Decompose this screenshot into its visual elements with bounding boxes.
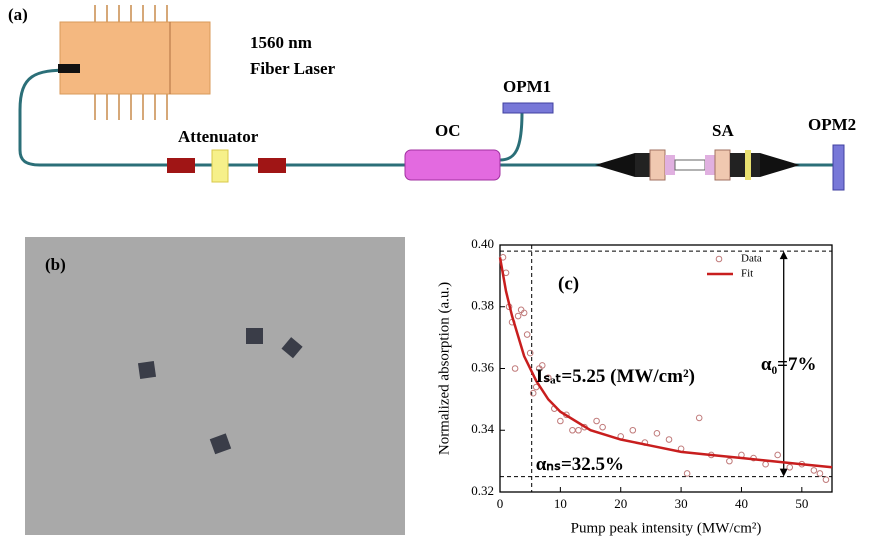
- data-point: [594, 418, 600, 424]
- y-axis-label: Normalized absorption (a.u.): [436, 282, 452, 455]
- panel-label: (b): [45, 255, 66, 274]
- x-axis-label: Pump peak intensity (MW/cm²): [571, 520, 762, 536]
- attenuator: [212, 150, 228, 182]
- data-point: [763, 461, 769, 467]
- data-point: [576, 427, 582, 433]
- coupler-label: OC: [435, 121, 461, 140]
- collimator: [258, 158, 286, 173]
- annotation: Iₛₐₜ=5.25 (MW/cm²): [536, 366, 695, 387]
- data-point: [823, 477, 829, 483]
- data-point: [817, 471, 823, 477]
- data-point: [696, 415, 702, 421]
- legend-label: Fit: [741, 268, 753, 280]
- data-point: [666, 437, 672, 443]
- data-point: [570, 427, 576, 433]
- opm-label: OPM1: [503, 77, 551, 96]
- sa-label: SA: [712, 121, 734, 140]
- attenuator-label: Attenuator: [178, 127, 259, 146]
- y-tick-label: 0.34: [471, 421, 494, 436]
- laser-label: 1560 nm: [250, 33, 312, 52]
- data-point: [524, 332, 530, 338]
- data-point: [515, 313, 521, 319]
- sa-assembly: [595, 150, 800, 180]
- laser: [58, 5, 210, 120]
- x-tick-label: 50: [795, 496, 808, 511]
- annotation: αₙₛ=32.5%: [536, 454, 624, 475]
- power-meter: [503, 103, 553, 113]
- annotation: α₀=7%: [761, 354, 817, 375]
- data-point: [512, 366, 518, 372]
- data-point: [727, 458, 733, 464]
- photo: [25, 237, 405, 535]
- x-tick-label: 40: [735, 496, 748, 511]
- x-tick-label: 30: [675, 496, 688, 511]
- x-tick-label: 20: [614, 496, 627, 511]
- data-point: [600, 424, 606, 430]
- opm-label: OPM2: [808, 115, 856, 134]
- power-meter: [833, 145, 844, 190]
- data-point: [684, 471, 690, 477]
- data-point: [630, 427, 636, 433]
- legend-label: Data: [741, 253, 762, 265]
- y-tick-label: 0.32: [471, 483, 494, 498]
- laser-label: Fiber Laser: [250, 59, 336, 78]
- fiber-branch: [500, 112, 522, 160]
- x-tick-label: 10: [554, 496, 567, 511]
- y-tick-label: 0.36: [471, 359, 494, 374]
- y-tick-label: 0.40: [471, 236, 494, 251]
- panel-label: (a): [8, 5, 28, 24]
- data-point: [811, 468, 817, 474]
- figure-canvas: (a) 1560 nm Fiber Laser Attenuator OC OP…: [0, 0, 875, 542]
- data-point: [775, 452, 781, 458]
- collimator: [167, 158, 195, 173]
- legend-marker: [716, 256, 722, 262]
- panel-label: (c): [558, 273, 579, 294]
- coupler: [405, 150, 500, 180]
- data-point: [558, 418, 564, 424]
- figure: (a) 1560 nm Fiber Laser Attenuator OC OP…: [0, 0, 875, 542]
- data-point: [654, 431, 660, 437]
- y-tick-label: 0.38: [471, 298, 494, 313]
- x-tick-label: 0: [497, 496, 504, 511]
- data-point: [787, 465, 793, 471]
